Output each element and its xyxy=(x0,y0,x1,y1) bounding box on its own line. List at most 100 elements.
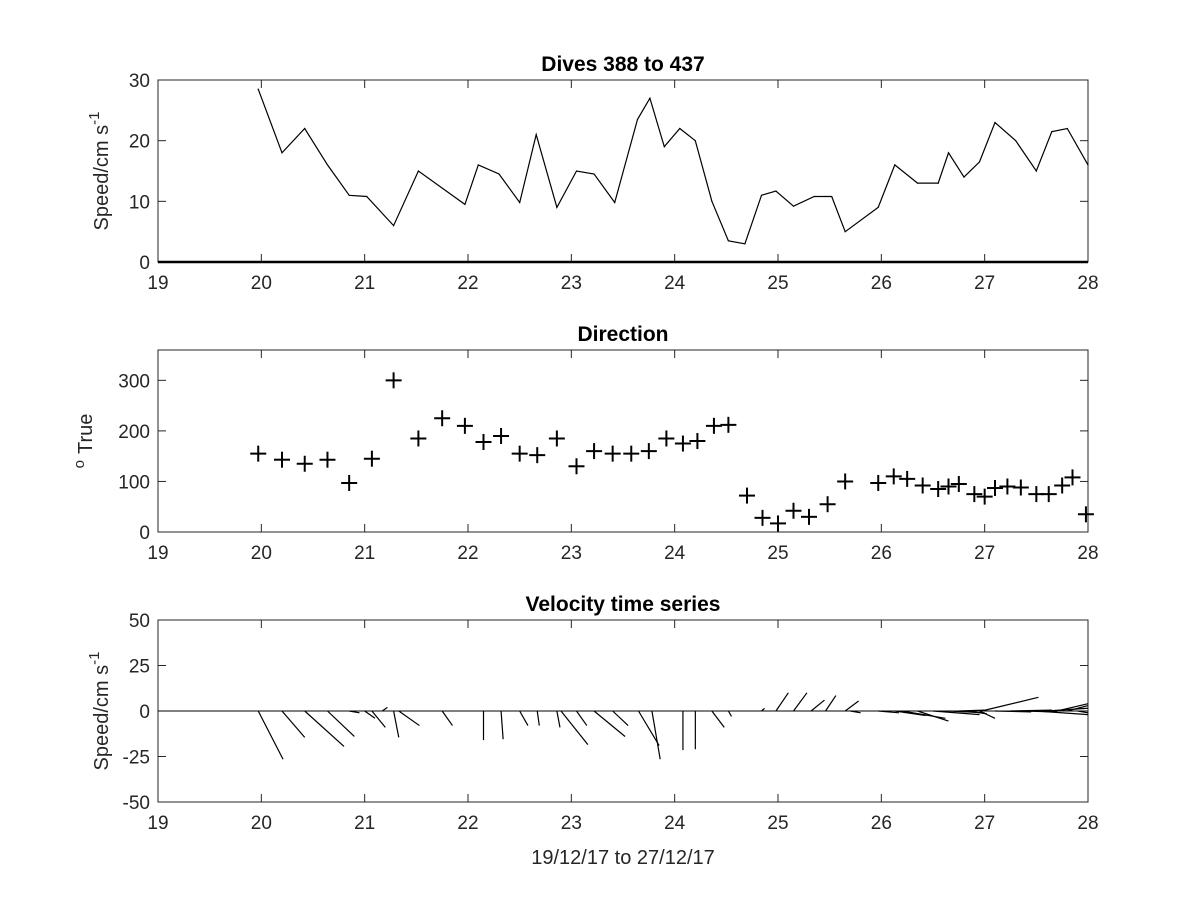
x-tick-label: 26 xyxy=(871,273,892,294)
velocity-stick xyxy=(981,696,1039,712)
y-tick-label: 20 xyxy=(129,132,150,153)
direction-point xyxy=(950,475,967,492)
velocity-stick xyxy=(958,709,985,712)
speed-point xyxy=(694,140,696,142)
velocity-stick xyxy=(1067,704,1089,712)
speed-point xyxy=(464,203,466,205)
x-tick-label: 20 xyxy=(251,273,272,294)
x-tick-label: 22 xyxy=(457,813,478,834)
speed-point xyxy=(744,243,746,245)
x-tick-label: 20 xyxy=(251,543,272,564)
direction-point xyxy=(801,508,817,525)
speed-point xyxy=(393,225,395,227)
direction-point xyxy=(999,478,1016,495)
speed-point xyxy=(281,152,283,154)
velocity-stick xyxy=(393,710,400,738)
y-tick-label: 25 xyxy=(129,657,150,678)
velocity-stick xyxy=(810,699,825,712)
y-axis-label: Speed/cm s-1 xyxy=(86,112,113,231)
direction-point xyxy=(885,468,902,485)
speed-point xyxy=(978,161,981,163)
velocity-stick xyxy=(761,707,765,712)
direction-point xyxy=(976,488,993,505)
direction-point xyxy=(770,515,786,532)
direction-point xyxy=(434,410,451,427)
direction-point xyxy=(819,496,836,513)
speed-point xyxy=(649,97,651,99)
velocity-stick xyxy=(398,710,420,727)
velocity-stick xyxy=(825,695,837,712)
y-tick-label: -25 xyxy=(123,748,150,769)
speed-point xyxy=(593,173,595,175)
speed-point xyxy=(257,88,259,90)
direction-point xyxy=(529,447,546,464)
velocity-stick xyxy=(1046,707,1089,712)
y-axis-label: Speed/cm s-1 xyxy=(86,652,113,771)
direction-point xyxy=(475,434,492,451)
direction-point xyxy=(511,445,528,462)
speed-point xyxy=(663,146,665,148)
x-tick-label: 23 xyxy=(561,543,582,564)
axes-frame xyxy=(157,349,1089,533)
velocity-stick xyxy=(637,710,660,746)
velocity-stick xyxy=(775,692,789,712)
direction-point xyxy=(385,372,402,389)
speed-point xyxy=(994,121,996,124)
x-tick-label: 24 xyxy=(664,813,686,834)
panel-title: Dives 388 to 437 xyxy=(541,53,704,76)
y-axis-label-text: Speed/cm s xyxy=(91,125,113,231)
speed-point xyxy=(519,201,521,204)
velocity-stick xyxy=(281,710,306,738)
direction-point xyxy=(319,451,336,468)
velocity-stick xyxy=(593,710,626,737)
direction-point xyxy=(705,417,722,434)
velocity-panel: 19 20 21 22 23 24 25 26 27 28 -50 -25 0 25 50 Velocity … xyxy=(86,593,1099,869)
speed-series-line xyxy=(257,88,1089,245)
velocity-stick xyxy=(304,710,345,747)
y-axis-label-superscript: o xyxy=(71,460,88,468)
direction-point xyxy=(586,443,603,460)
speed-point xyxy=(326,164,329,166)
direction-point xyxy=(870,474,887,491)
direction-point xyxy=(250,445,267,462)
direction-point xyxy=(1040,486,1057,503)
velocity-stick xyxy=(878,710,899,714)
velocity-stick xyxy=(371,710,386,728)
x-axis-label: 19/12/17 to 27/12/17 xyxy=(531,847,715,869)
speed-point xyxy=(711,200,713,202)
speed-point xyxy=(916,182,919,184)
velocity-stick xyxy=(651,710,661,760)
speed-point xyxy=(417,170,419,172)
velocity-stick xyxy=(327,710,355,737)
x-tick-label: 25 xyxy=(767,543,788,564)
velocity-stick xyxy=(1036,710,1089,716)
velocity-stick xyxy=(1056,703,1089,712)
direction-point xyxy=(930,481,947,498)
y-tick-label: 0 xyxy=(139,523,150,544)
direction-point xyxy=(341,474,358,491)
speed-point xyxy=(1035,170,1037,172)
velocity-stick xyxy=(560,710,589,746)
direction-point xyxy=(899,470,916,487)
direction-point xyxy=(296,455,313,472)
y-tick-label: -50 xyxy=(123,793,150,814)
speed-point xyxy=(844,231,846,233)
speed-point xyxy=(1066,127,1068,130)
direction-panel: 19 20 21 22 23 24 25 26 27 28 0 100 200 300 Direction o… xyxy=(71,323,1099,564)
direction-point xyxy=(674,435,691,452)
velocity-stick xyxy=(894,710,926,717)
y-tick-label: 200 xyxy=(118,422,150,443)
direction-point xyxy=(493,427,510,444)
direction-point xyxy=(604,445,621,462)
x-tick-label: 23 xyxy=(561,273,582,294)
y-tick-label: 300 xyxy=(118,371,150,392)
direction-point xyxy=(754,509,771,526)
velocity-stick xyxy=(536,710,540,726)
direction-point xyxy=(966,486,983,503)
x-tick-label: 21 xyxy=(354,813,375,834)
speed-point xyxy=(304,127,306,130)
speed-point xyxy=(636,118,639,121)
x-tick-label: 20 xyxy=(251,813,272,834)
direction-point xyxy=(720,416,737,433)
y-tick-label: 30 xyxy=(129,71,150,92)
